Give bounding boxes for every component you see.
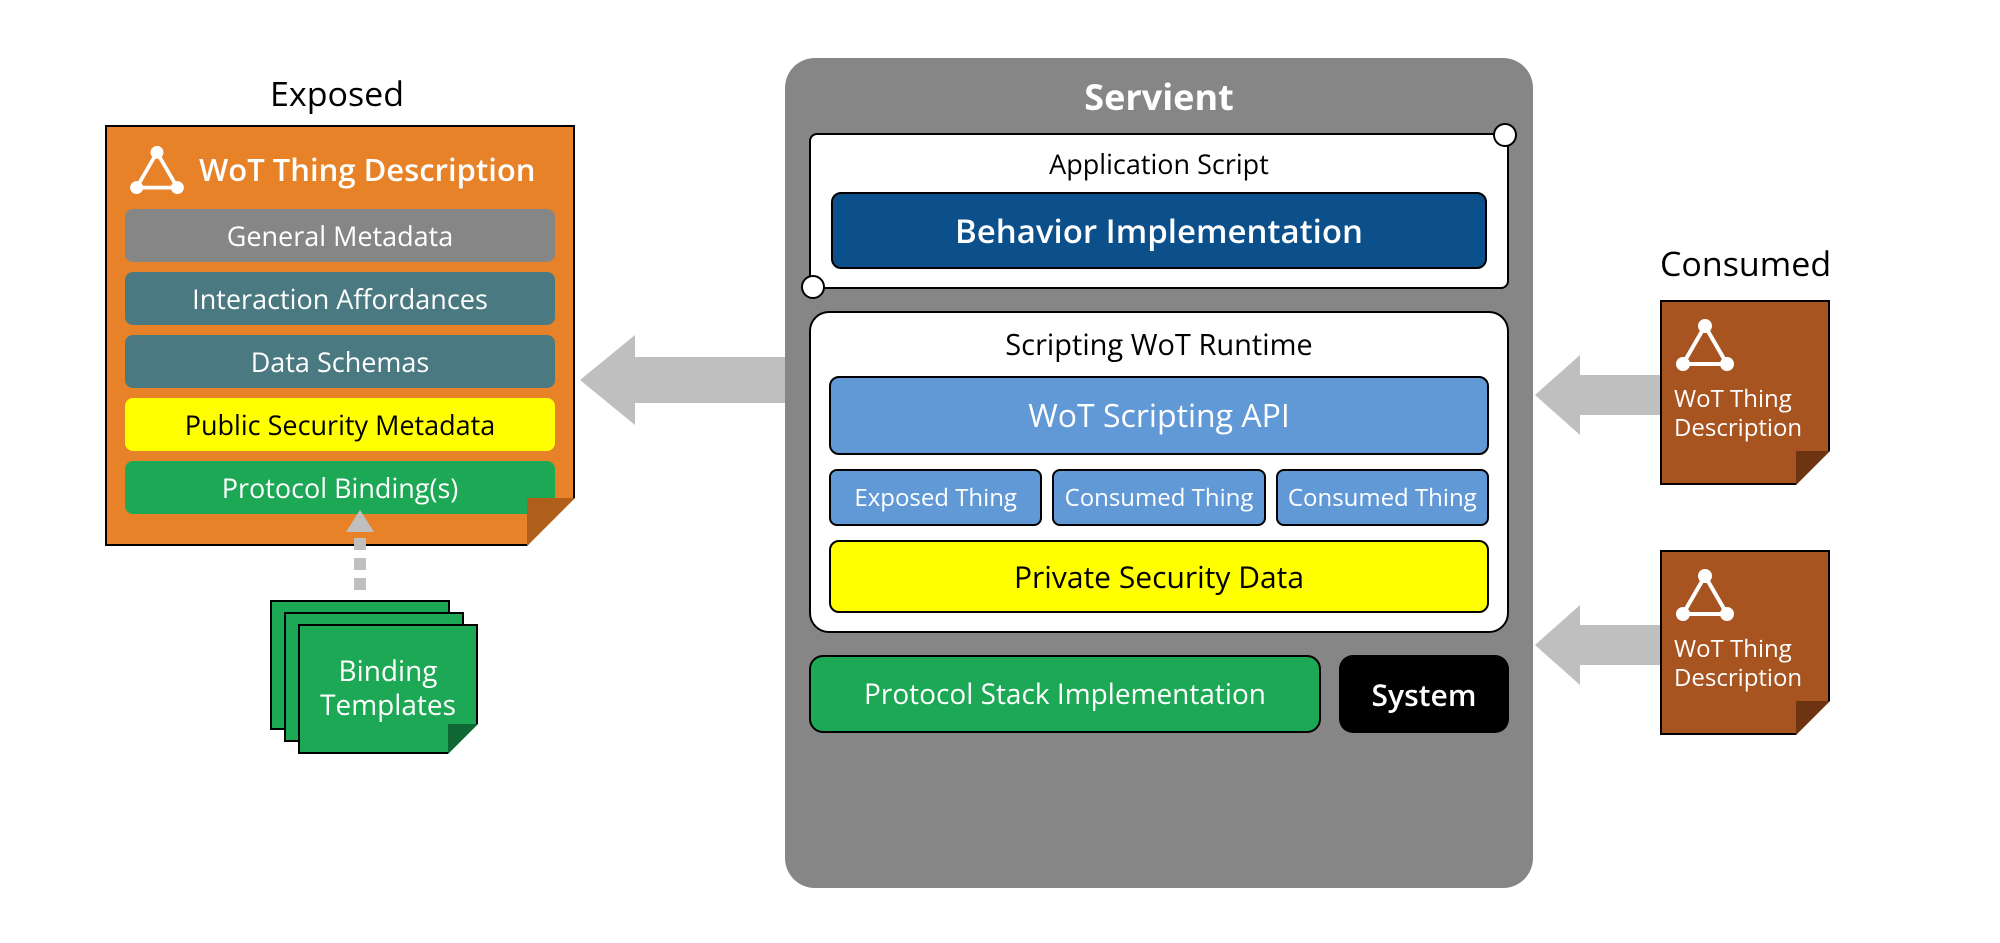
consumed-thing-box: Consumed Thing xyxy=(1276,469,1489,526)
servient-panel: Servient Application Script Behavior Imp… xyxy=(785,58,1533,888)
scripting-api-box: WoT Scripting API xyxy=(829,376,1489,455)
servient-bottom-row: Protocol Stack Implementation System xyxy=(809,655,1509,733)
behavior-implementation-box: Behavior Implementation xyxy=(831,192,1487,269)
consumed-td-label: WoT ThingDescription xyxy=(1674,635,1816,693)
exposed-label: Exposed xyxy=(270,70,404,116)
binding-template-sheet-front: BindingTemplates xyxy=(298,624,478,754)
consumed-td-label: WoT ThingDescription xyxy=(1674,385,1816,443)
system-box: System xyxy=(1339,655,1509,733)
runtime-title: Scripting WoT Runtime xyxy=(829,325,1489,364)
application-script-label: Application Script xyxy=(831,145,1487,182)
td-row-general-metadata: General Metadata xyxy=(125,209,555,262)
td-row-interaction-affordances: Interaction Affordances xyxy=(125,272,555,325)
network-triangle-icon xyxy=(1674,318,1736,372)
td-row-public-security: Public Security Metadata xyxy=(125,398,555,451)
exposed-td-title: WoT Thing Description xyxy=(199,149,535,191)
protocol-stack-box: Protocol Stack Implementation xyxy=(809,655,1321,733)
consumed-td-card: WoT ThingDescription xyxy=(1660,300,1830,485)
network-triangle-icon xyxy=(1674,568,1736,622)
td-row-protocol-bindings: Protocol Binding(s) xyxy=(125,461,555,514)
things-row: Exposed Thing Consumed Thing Consumed Th… xyxy=(829,469,1489,526)
arrow-consumed-to-servient xyxy=(1535,355,1660,435)
page-curl-icon xyxy=(527,498,575,546)
page-curl-icon xyxy=(1796,451,1830,485)
consumed-label: Consumed xyxy=(1660,240,1831,286)
page-curl-icon xyxy=(448,724,478,754)
scripting-runtime-box: Scripting WoT Runtime WoT Scripting API … xyxy=(809,311,1509,633)
exposed-td-title-row: WoT Thing Description xyxy=(125,145,555,195)
servient-title: Servient xyxy=(809,72,1509,121)
scroll-curl-icon xyxy=(1493,123,1517,147)
exposed-thing-box: Exposed Thing xyxy=(829,469,1042,526)
network-triangle-icon xyxy=(129,145,185,195)
consumed-thing-box: Consumed Thing xyxy=(1052,469,1265,526)
binding-templates-stack: BindingTemplates xyxy=(270,600,470,750)
consumed-td-card: WoT ThingDescription xyxy=(1660,550,1830,735)
td-row-data-schemas: Data Schemas xyxy=(125,335,555,388)
arrow-servient-to-exposed xyxy=(580,335,785,425)
exposed-td-card: WoT Thing Description General Metadata I… xyxy=(105,125,575,546)
arrow-consumed-to-servient xyxy=(1535,605,1660,685)
application-script-scroll: Application Script Behavior Implementati… xyxy=(809,133,1509,289)
binding-templates-label: BindingTemplates xyxy=(320,655,456,722)
dashed-arrow-up xyxy=(346,510,374,600)
scroll-curl-icon xyxy=(801,275,825,299)
page-curl-icon xyxy=(1796,701,1830,735)
private-security-box: Private Security Data xyxy=(829,540,1489,613)
